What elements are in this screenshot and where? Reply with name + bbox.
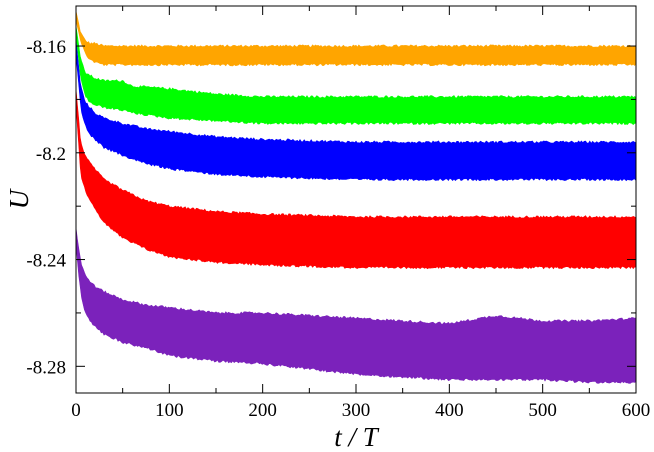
y-tick-label-3: -8.16	[26, 37, 66, 58]
x-axis: 0 100 200 300 400 500 600	[71, 6, 650, 421]
x-axis-title: t / T	[334, 422, 380, 452]
y-tick-label-2: -8.2	[36, 144, 66, 165]
y-tick-label-1: -8.24	[26, 251, 66, 272]
y-tick-label-0: -8.28	[26, 357, 66, 378]
x-tick-label-400: 400	[435, 400, 464, 421]
x-tick-label-200: 200	[248, 400, 277, 421]
x-tick-label-300: 300	[342, 400, 371, 421]
x-tick-label-500: 500	[528, 400, 557, 421]
series-layer	[75, 10, 637, 384]
x-tick-label-600: 600	[622, 400, 651, 421]
series-band-2	[75, 25, 637, 126]
x-tick-label-100: 100	[155, 400, 184, 421]
y-axis-title: U	[4, 188, 34, 209]
x-tick-label-0: 0	[71, 400, 81, 421]
series-band-1	[75, 10, 637, 67]
y-axis: -8.28 -8.24 -8.2 -8.16	[26, 37, 636, 378]
